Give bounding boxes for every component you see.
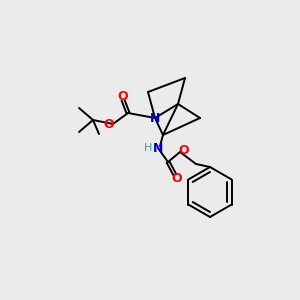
Text: H: H [144, 143, 152, 153]
Text: O: O [118, 91, 128, 103]
Text: N: N [150, 112, 160, 124]
Text: O: O [179, 143, 189, 157]
Text: O: O [172, 172, 182, 184]
Text: O: O [104, 118, 114, 130]
Text: N: N [153, 142, 163, 154]
